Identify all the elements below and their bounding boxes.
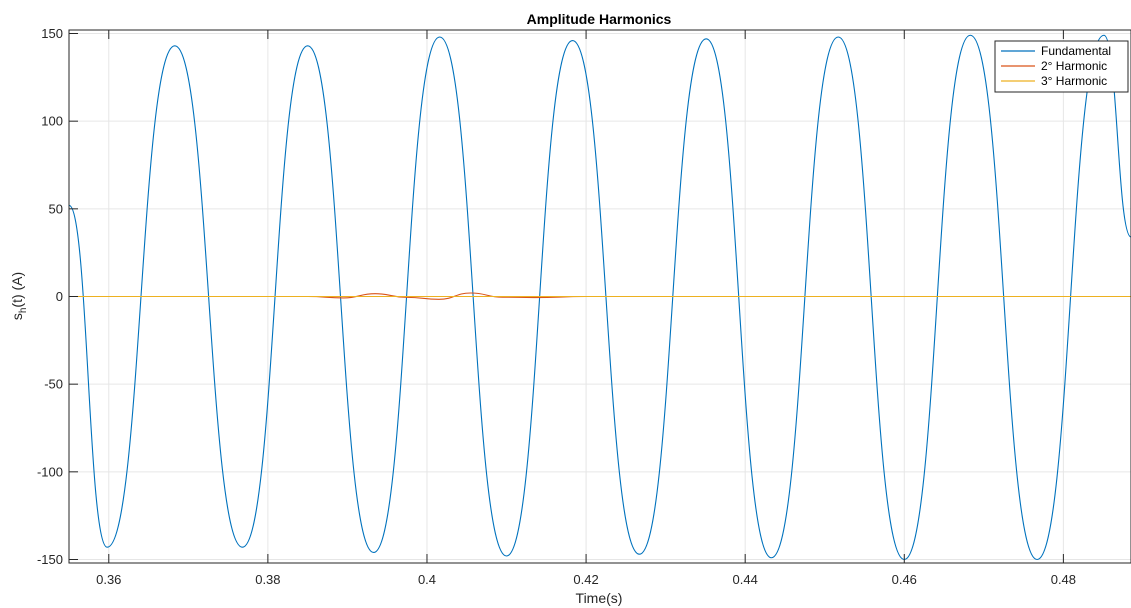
- y-tick-label: 50: [49, 201, 63, 216]
- y-axis-label: sh(t) (A): [9, 272, 29, 320]
- x-tick-label: 0.46: [892, 572, 917, 587]
- x-tick-label: 0.44: [733, 572, 758, 587]
- series-group: [69, 34, 1131, 561]
- y-tick-label: 100: [41, 114, 63, 129]
- y-tick-label: -50: [44, 377, 63, 392]
- y-tick-label: -150: [37, 552, 63, 567]
- y-tick-labels: -150 -100 -50 0 50 100 150: [37, 26, 63, 567]
- x-tick-label: 0.42: [573, 572, 598, 587]
- x-tick-label: 0.36: [96, 572, 121, 587]
- legend-entry-label: 2° Harmonic: [1041, 59, 1107, 73]
- y-tick-label: 0: [56, 289, 63, 304]
- x-tick-label: 0.4: [418, 572, 436, 587]
- x-tick-label: 0.48: [1051, 572, 1076, 587]
- x-tick-labels: 0.36 0.38 0.4 0.42 0.44 0.46 0.48: [96, 572, 1076, 587]
- x-tick-label: 0.38: [255, 572, 280, 587]
- y-axis-label-subscript: h: [18, 308, 29, 314]
- x-axis-label: Time(s): [576, 590, 623, 606]
- y-tick-label: -100: [37, 464, 63, 479]
- legend-entry-label: 3° Harmonic: [1041, 74, 1107, 88]
- y-axis-label-rest: (t) (A): [9, 272, 25, 308]
- chart-title: Amplitude Harmonics: [527, 11, 672, 27]
- y-tick-label: 150: [41, 26, 63, 41]
- legend-entry-label: Fundamental: [1041, 44, 1111, 58]
- ticks: [69, 30, 1064, 563]
- series-line-1: [69, 34, 1131, 561]
- y-axis-label-main: s: [9, 313, 25, 320]
